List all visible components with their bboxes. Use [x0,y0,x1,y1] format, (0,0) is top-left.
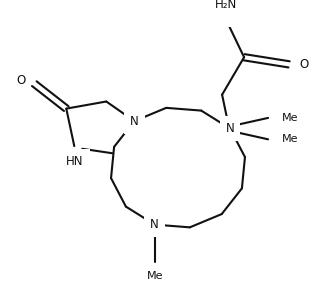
Text: N: N [130,114,139,128]
Text: H₂N: H₂N [215,0,237,11]
Text: Me: Me [282,134,299,144]
Text: Me: Me [147,271,163,281]
Text: O: O [299,58,308,71]
Text: O: O [16,74,25,87]
Text: Me: Me [282,113,299,123]
Text: HN: HN [66,155,84,168]
Text: N: N [226,122,235,135]
Text: N: N [150,218,159,231]
